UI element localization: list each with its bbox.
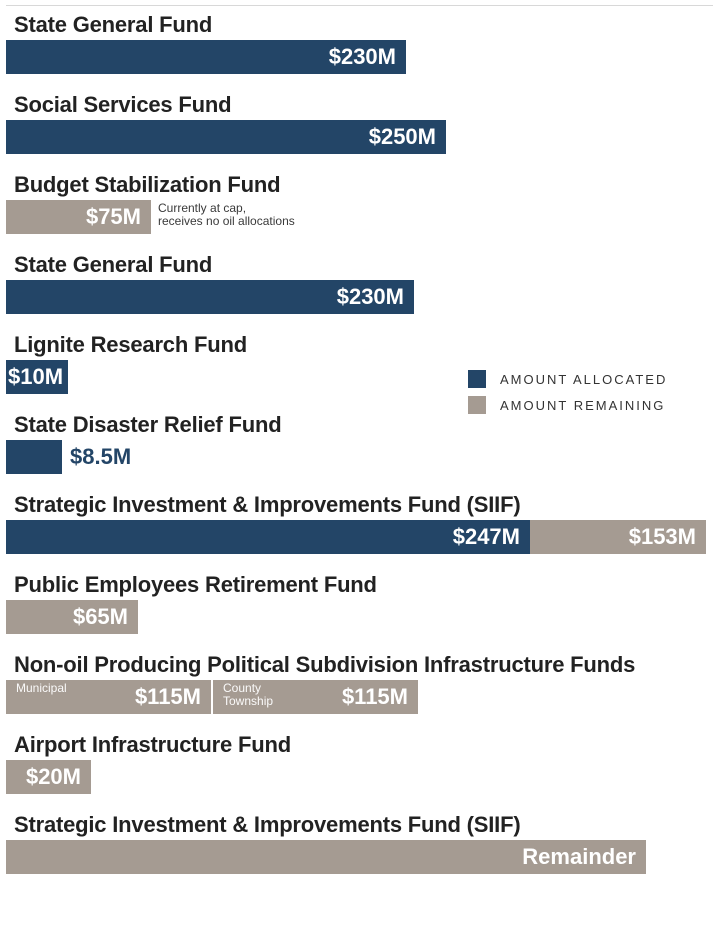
fund-row: Public Employees Retirement Fund$65M: [6, 572, 706, 634]
swatch-remaining: [468, 396, 486, 414]
legend-remaining: AMOUNT REMAINING: [468, 392, 667, 418]
segment-value: $230M: [6, 280, 414, 314]
segment-value: $247M: [6, 520, 530, 554]
fund-title: State General Fund: [14, 12, 706, 38]
segment-value: $153M: [530, 520, 706, 554]
legend-allocated: AMOUNT ALLOCATED: [468, 366, 667, 392]
fund-row: Airport Infrastructure Fund$20M: [6, 732, 706, 794]
fund-title: Social Services Fund: [14, 92, 706, 118]
segment-value: $65M: [6, 600, 138, 634]
fund-row: State Disaster Relief Fund$8.5M: [6, 412, 706, 474]
fund-row: State General Fund$230M: [6, 252, 706, 314]
segment-value: $230M: [6, 40, 406, 74]
bar-track: $250M: [6, 120, 706, 154]
chart-area: State General Fund$230MSocial Services F…: [6, 12, 706, 892]
fund-allocation-infographic: State General Fund$230MSocial Services F…: [0, 0, 719, 925]
fund-row: State General Fund$230M: [6, 12, 706, 74]
bar-track: $65M: [6, 600, 706, 634]
fund-row: Strategic Investment & Improvements Fund…: [6, 492, 706, 554]
bar-track: $20M: [6, 760, 706, 794]
fund-row: Strategic Investment & Improvements Fund…: [6, 812, 706, 874]
bar-track: Municipal$115MCountyTownship$115M: [6, 680, 706, 714]
legend: AMOUNT ALLOCATED AMOUNT REMAINING: [468, 366, 667, 418]
fund-row: Budget Stabilization Fund$75M Currently a…: [6, 172, 706, 234]
segment-value: Remainder: [6, 840, 646, 874]
legend-remaining-label: AMOUNT REMAINING: [500, 398, 665, 413]
segment-value: $250M: [6, 120, 446, 154]
top-rule: [6, 5, 713, 6]
fund-title: State General Fund: [14, 252, 706, 278]
fund-title: Budget Stabilization Fund: [14, 172, 706, 198]
row-note: Currently at cap,receives no oil allocat…: [158, 202, 295, 228]
fund-title: Non-oil Producing Political Subdivision …: [14, 652, 706, 678]
segment-value: $8.5M: [70, 440, 131, 474]
fund-title: Strategic Investment & Improvements Fund…: [14, 812, 706, 838]
segment-value: $75M: [6, 200, 151, 234]
segment-value: $115M: [213, 680, 418, 714]
segment-value: $20M: [6, 760, 91, 794]
fund-row: Non-oil Producing Political Subdivision …: [6, 652, 706, 714]
fund-title: Strategic Investment & Improvements Fund…: [14, 492, 706, 518]
legend-allocated-label: AMOUNT ALLOCATED: [500, 372, 667, 387]
segment-value: $115M: [6, 680, 211, 714]
fund-title: Airport Infrastructure Fund: [14, 732, 706, 758]
swatch-allocated: [468, 370, 486, 388]
fund-row: Social Services Fund$250M: [6, 92, 706, 154]
bar-segment-allocated: [6, 440, 62, 474]
fund-title: Lignite Research Fund: [14, 332, 706, 358]
bar-track: $230M: [6, 40, 706, 74]
bar-track: $247M$153M: [6, 520, 706, 554]
bar-track: Remainder: [6, 840, 706, 874]
bar-track: $75M Currently at cap,receives no oil all…: [6, 200, 706, 234]
fund-title: Public Employees Retirement Fund: [14, 572, 706, 598]
bar-track: $8.5M: [6, 440, 706, 474]
bar-track: $230M: [6, 280, 706, 314]
segment-value: $10M: [8, 360, 63, 394]
